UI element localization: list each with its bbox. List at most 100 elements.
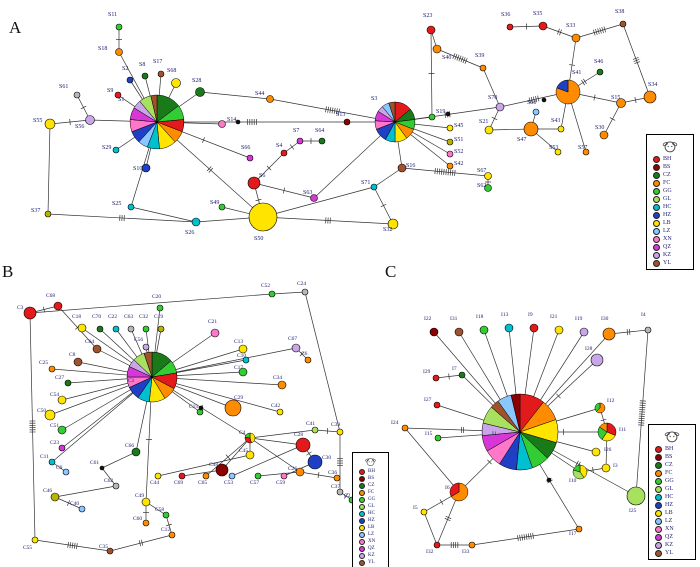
- node-label-C69: C69: [174, 480, 183, 486]
- legend-swatch: [359, 524, 365, 531]
- node-label-C45: C45: [239, 448, 248, 454]
- legend-swatch: [653, 243, 660, 251]
- node-C53: [228, 472, 236, 480]
- legend-item-bs: BS: [653, 163, 691, 171]
- edge-s44-s3: [269, 98, 396, 123]
- legend-code: BS: [663, 164, 671, 170]
- node-label-S9: S9: [107, 88, 113, 94]
- node-label-I10: I10: [569, 478, 577, 484]
- legend-swatch: [653, 155, 660, 163]
- node-S17: [157, 70, 165, 78]
- edge-s32-s50: [262, 216, 394, 225]
- node-label-S1: S1: [118, 97, 124, 103]
- node-S19: [428, 113, 436, 121]
- legend-item-cz: CZ: [653, 171, 691, 179]
- node-C50: [44, 409, 56, 421]
- legend-item-kz: KZ: [359, 552, 386, 559]
- legend-item-yl: YL: [655, 549, 693, 557]
- edge-s55-s56: [49, 118, 91, 126]
- legend-items: BH BS CZ FC GG GL HC HZ LB LZ XN QZ KZ YL: [355, 468, 386, 566]
- node-label-C60: C60: [133, 516, 142, 522]
- node-label-C59: C59: [276, 480, 285, 486]
- edge-s33-s38: [575, 23, 624, 39]
- legend-code: YL: [368, 560, 375, 565]
- edge-s33-s35: [542, 25, 577, 39]
- node-label-C68: C68: [46, 293, 55, 299]
- node-C30: [307, 454, 323, 470]
- legend-panel-c: BH BS CZ FC GG GL HC HZ LB LZ XN QZ KZ YL: [648, 424, 696, 560]
- edge-c61-c66: [101, 451, 137, 469]
- node-S50: [248, 202, 278, 232]
- node-a_mv1: [235, 119, 241, 125]
- legend-code: HZ: [368, 518, 375, 523]
- node-label-S67: S67: [477, 168, 486, 174]
- node-C69: [178, 472, 186, 480]
- node-S57: [582, 148, 590, 156]
- node-I7: [458, 371, 466, 379]
- edge-c39-c37: [337, 432, 343, 492]
- node-I21: [554, 325, 564, 335]
- edge-c41-c39: [314, 427, 341, 435]
- legend-panel-b: BH BS CZ FC GG GL HC HZ LB LZ XN QZ KZ YL: [352, 452, 389, 567]
- legend-code: FC: [663, 180, 671, 186]
- legend-code: BH: [663, 156, 672, 162]
- node-I4: [644, 326, 652, 334]
- legend-swatch: [655, 445, 662, 453]
- node-a_mv3: [541, 97, 547, 103]
- node-I19: [579, 327, 589, 337]
- edge-c52-c24: [271, 291, 306, 295]
- edge-i6-i32: [436, 491, 460, 546]
- edge-s25-s26: [130, 206, 197, 223]
- node-S68: [171, 78, 181, 88]
- node-label-C22: C22: [108, 314, 117, 320]
- node-label-S50: S50: [254, 236, 263, 242]
- edge-s15-s30: [603, 102, 622, 136]
- node-S2: [126, 76, 134, 84]
- node-S34: [643, 90, 657, 104]
- node-I27: [433, 401, 441, 409]
- legend-swatch: [655, 469, 662, 477]
- node-label-C57: C57: [250, 480, 259, 486]
- legend-code: YL: [665, 550, 673, 556]
- node-S10: [141, 163, 151, 173]
- node-label-I3: I3: [613, 463, 618, 469]
- legend-item-qz: QZ: [653, 243, 691, 251]
- node-C66: [131, 447, 141, 457]
- legend-item-fc: FC: [653, 179, 691, 187]
- legend-swatch: [655, 517, 662, 525]
- node-label-C2: C2: [344, 493, 351, 499]
- node-label-S39: S39: [475, 53, 484, 59]
- edge-s1-s13: [157, 119, 347, 125]
- node-label-C8: C8: [69, 352, 76, 358]
- node-b_mv1: [198, 405, 204, 411]
- node-label-S71: S71: [361, 180, 370, 186]
- node-label-S19: S19: [436, 109, 445, 115]
- legend-item-hc: HC: [655, 493, 693, 501]
- node-S40: [432, 44, 442, 54]
- node-label-C39: C39: [331, 422, 340, 428]
- legend-code: HC: [368, 511, 375, 516]
- edge-c24-c39: [304, 291, 341, 433]
- edge-c4-c41: [249, 429, 316, 439]
- node-C8: [73, 357, 83, 367]
- legend-swatch: [655, 493, 662, 501]
- node-I26: [591, 447, 601, 457]
- edge-c4-c26: [249, 437, 301, 473]
- node-C12: [168, 531, 176, 539]
- node-label-S21: S21: [479, 119, 488, 125]
- legend-swatch: [655, 509, 662, 517]
- node-label-C49: C49: [135, 493, 144, 499]
- node-S45: [446, 124, 454, 132]
- legend-swatch: [653, 179, 660, 187]
- node-label-S30: S30: [595, 125, 604, 131]
- node-label-S47: S47: [517, 137, 526, 143]
- legend-swatch: [653, 219, 660, 227]
- node-label-C51: C51: [50, 423, 59, 429]
- node-label-C56: C56: [134, 337, 143, 343]
- legend-code: GL: [368, 504, 375, 509]
- legend-code: YL: [663, 260, 671, 266]
- node-label-S60: S60: [527, 100, 536, 106]
- node-label-I1: I1: [492, 431, 497, 437]
- node-S16: [397, 163, 407, 173]
